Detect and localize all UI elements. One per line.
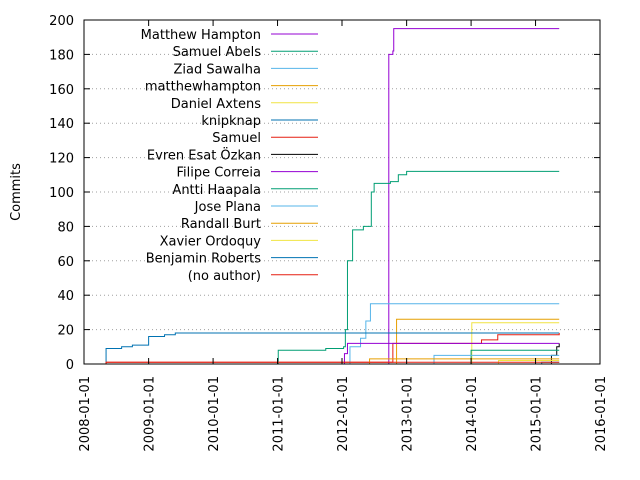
y-tick-label: 180: [49, 48, 74, 63]
series-line-3: [395, 318, 560, 365]
grid-lines: [84, 53, 600, 331]
y-tick-label: 100: [49, 186, 74, 201]
series-line-1: [277, 170, 560, 365]
plot-frame: [83, 19, 601, 365]
x-axis: 2008-01-01 2009-01-01 2010-01-01 2011-01-01…: [78, 20, 609, 452]
legend-label: Benjamin Roberts: [146, 252, 261, 267]
series-line-0: [342, 28, 560, 365]
legend-label: Samuel Abels: [173, 45, 262, 60]
legend-label: matthewhampton: [145, 80, 261, 95]
legend-label: Ziad Sawalha: [173, 62, 261, 77]
x-tick-label: 2014-01-01: [465, 376, 480, 452]
x-tick-label: 2010-01-01: [207, 376, 222, 452]
y-tick-label: 120: [49, 152, 74, 167]
x-tick-label: 2015-01-01: [530, 376, 545, 452]
series-line-5: [105, 332, 560, 365]
series-line-2: [347, 303, 560, 365]
legend-label: Evren Esat Özkan: [147, 146, 261, 163]
legend-label: Samuel: [212, 131, 261, 146]
y-axis: 0 20 40 60 80 100 120 140 160 180 200: [49, 14, 600, 373]
y-tick-label: 60: [57, 255, 74, 270]
x-tick-label: 2016-01-01: [594, 376, 609, 452]
series-line-11: [368, 358, 560, 365]
x-tick-label: 2011-01-01: [272, 376, 287, 452]
x-tick-label: 2013-01-01: [401, 376, 416, 452]
y-tick-label: 200: [49, 14, 74, 29]
x-tick-label: 2012-01-01: [336, 376, 351, 452]
legend-label: Matthew Hampton: [141, 28, 261, 43]
legend-label: (no author): [188, 269, 261, 284]
y-axis-label: Commits: [9, 163, 24, 221]
legend-label: Filipe Correia: [176, 166, 261, 181]
legend-label: knipknap: [201, 114, 261, 129]
y-tick-label: 160: [49, 83, 74, 98]
legend-label: Daniel Axtens: [171, 97, 261, 112]
legend-label: Antti Haapala: [172, 183, 261, 198]
x-tick-label: 2009-01-01: [143, 376, 158, 452]
y-tick-label: 20: [57, 324, 74, 339]
legend-label: Xavier Ordoquy: [160, 234, 262, 249]
y-tick-label: 40: [57, 289, 74, 304]
y-tick-label: 0: [66, 358, 74, 373]
y-tick-label: 140: [49, 117, 74, 132]
y-tick-label: 80: [57, 220, 74, 235]
legend-label: Jose Plana: [194, 200, 261, 215]
x-tick-label: 2008-01-01: [78, 376, 93, 452]
legend-label: Randall Burt: [181, 217, 261, 232]
legend: Matthew Hampton Samuel Abels Ziad Sawalha m…: [141, 28, 318, 284]
